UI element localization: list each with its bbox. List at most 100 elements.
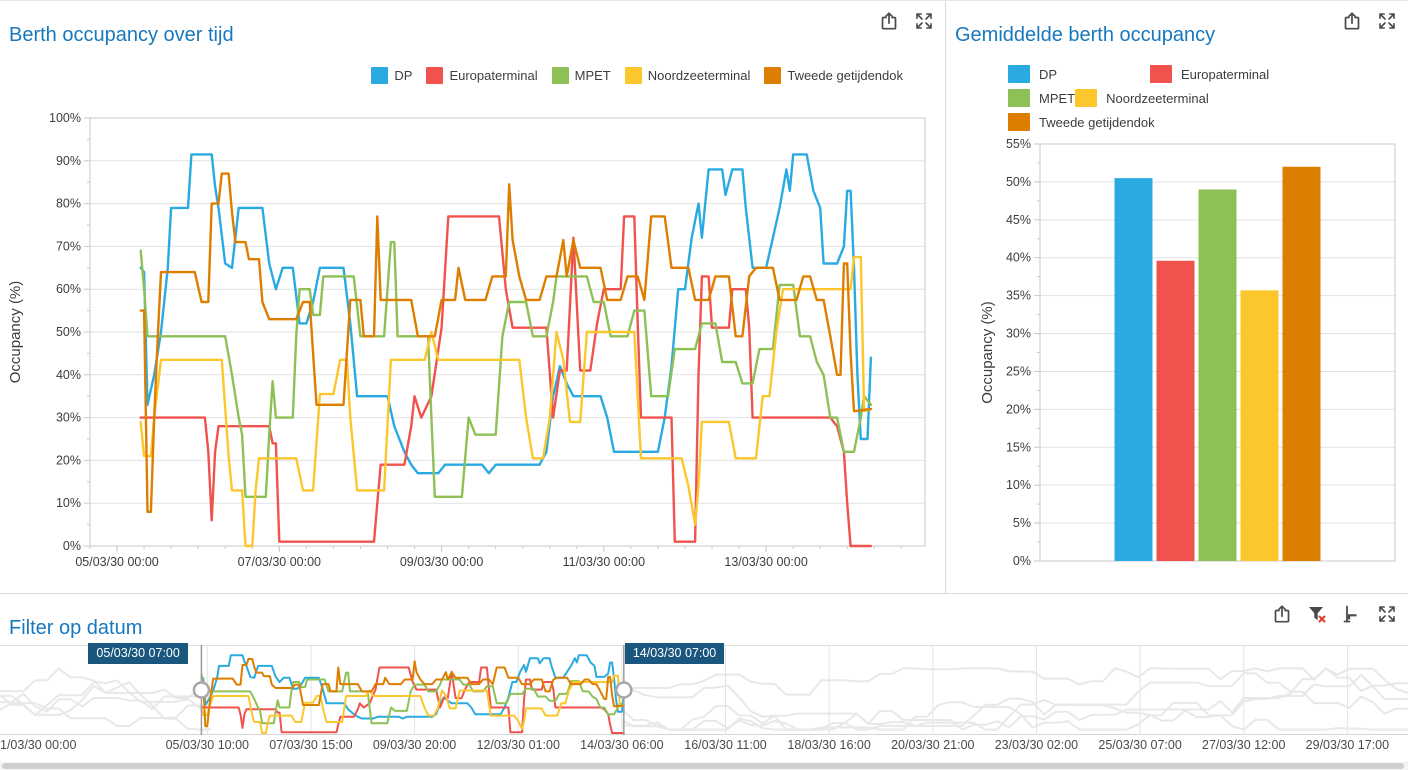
- page-title-filter: Filter op datum: [9, 616, 143, 639]
- legend-item-mpet[interactable]: MPET: [551, 67, 611, 84]
- filter-axis-tick-label: 27/03/30 12:00: [1202, 738, 1286, 752]
- svg-text:80%: 80%: [56, 197, 81, 211]
- dimmed-series-line: [0, 702, 212, 727]
- series-line-dp: [139, 153, 873, 475]
- filter-axis-tick-label: 18/03/30 16:00: [787, 738, 871, 752]
- dimmed-series-line: [621, 672, 1408, 731]
- maximize-icon[interactable]: [913, 10, 935, 32]
- filter-axis-tick-label: 1/03/30 00:00: [0, 738, 77, 752]
- filter-axis-tick-label: 12/03/30 01:00: [476, 738, 560, 752]
- dimmed-series-line: [0, 692, 212, 713]
- svg-text:0%: 0%: [63, 539, 81, 553]
- legend-item-dp[interactable]: DP: [1008, 65, 1150, 83]
- export-icon[interactable]: [1341, 10, 1363, 32]
- filter-start-date-badge: 05/03/30 07:00: [88, 643, 188, 664]
- legend-label: Europaterminal: [449, 68, 538, 83]
- panel-header: Gemiddelde berth occupancy: [946, 1, 1408, 46]
- filter-series-line-noordzeeterminal: [200, 674, 625, 734]
- legend-item-noordzeeterminal[interactable]: Noordzeeterminal: [1075, 89, 1217, 107]
- filter-axis-tick-label: 25/03/30 07:00: [1098, 738, 1182, 752]
- filter-series-line-tweede-getijdendok: [200, 658, 625, 728]
- filter-axis-tick-label: 20/03/30 21:00: [891, 738, 975, 752]
- legend-swatch: [551, 67, 569, 84]
- legend-swatch: [1075, 89, 1098, 107]
- svg-text:11/03/30 00:00: 11/03/30 00:00: [563, 555, 646, 569]
- bar-chart-y-axis-label: Occupancy (%): [979, 301, 996, 404]
- svg-text:25%: 25%: [1006, 364, 1031, 378]
- svg-text:10%: 10%: [56, 496, 81, 510]
- bar-europaterminal: [1156, 260, 1195, 561]
- svg-text:5%: 5%: [1013, 516, 1031, 530]
- legend-label: Noordzeeterminal: [1106, 90, 1209, 106]
- svg-text:20%: 20%: [1006, 402, 1031, 416]
- legend-swatch: [1008, 89, 1030, 107]
- svg-text:30%: 30%: [1006, 327, 1031, 341]
- dimmed-series-line: [621, 667, 1408, 702]
- panel-toolbar: [1341, 10, 1398, 32]
- legend-item-mpet[interactable]: MPET: [1008, 89, 1075, 107]
- export-icon[interactable]: [1271, 603, 1293, 625]
- selection-start-handle[interactable]: [192, 681, 211, 699]
- selection-window[interactable]: [201, 645, 623, 735]
- date-filter-minichart[interactable]: [0, 645, 1408, 736]
- clear-filter-icon[interactable]: [1306, 603, 1328, 625]
- panel-header: Filter op datum: [0, 594, 1408, 639]
- legend-item-europaterminal[interactable]: Europaterminal: [1150, 65, 1308, 83]
- legend-item-tweede-getijdendok[interactable]: Tweede getijdendok: [764, 67, 903, 84]
- series-line-mpet: [139, 240, 873, 498]
- svg-text:50%: 50%: [1006, 175, 1031, 189]
- svg-text:70%: 70%: [56, 239, 81, 253]
- panel-toolbar: [878, 10, 935, 32]
- maximize-icon[interactable]: [1376, 603, 1398, 625]
- bar-chart: 0% 5% 10% 15% 20% 25% 30% 35% 40% 45% 50% 55% Occupa…: [979, 137, 1396, 568]
- export-icon[interactable]: [878, 10, 900, 32]
- legend-swatch: [426, 67, 444, 84]
- svg-text:100%: 100%: [49, 111, 81, 125]
- bar-mpet: [1198, 189, 1237, 561]
- svg-text:55%: 55%: [1006, 137, 1031, 151]
- filter-time-axis: 1/03/30 00:00 05/03/30 10:00 07/03/30 15:0…: [0, 738, 1408, 756]
- legend-label: MPET: [1039, 90, 1076, 106]
- page-title-line-chart: Berth occupancy over tijd: [9, 23, 234, 46]
- svg-text:05/03/30 00:00: 05/03/30 00:00: [75, 555, 158, 569]
- svg-text:45%: 45%: [1006, 213, 1031, 227]
- page-title-bar-chart: Gemiddelde berth occupancy: [955, 23, 1216, 46]
- legend-item-dp[interactable]: DP: [371, 67, 412, 84]
- svg-text:13/03/30 00:00: 13/03/30 00:00: [724, 555, 807, 569]
- legend-label: Noordzeeterminal: [647, 68, 751, 83]
- line-chart-legend: DP Europaterminal MPET Noordzeeterminal Twee…: [371, 67, 903, 84]
- scrollbar-thumb[interactable]: [2, 763, 1404, 769]
- svg-text:0%: 0%: [1013, 554, 1031, 568]
- legend-item-tweede-getijdendok[interactable]: Tweede getijdendok: [1008, 113, 1166, 131]
- bar-noordzeeterminal: [1240, 290, 1279, 561]
- svg-text:30%: 30%: [56, 411, 81, 425]
- panel-header: Berth occupancy over tijd: [0, 1, 945, 46]
- series-line-europaterminal: [139, 215, 873, 548]
- panel-date-filter: Filter op datum 05/03/30 07:00 14/03/30 …: [0, 593, 1408, 770]
- dimmed-series-line: [621, 667, 1408, 731]
- filter-series-line-mpet: [200, 671, 625, 725]
- legend-item-noordzeeterminal[interactable]: Noordzeeterminal: [624, 67, 751, 84]
- dimmed-series-line: [0, 679, 212, 717]
- filter-axis-tick-label: 16/03/30 11:00: [684, 738, 767, 752]
- bar-chart-legend: DP Europaterminal MPET Noordzeeterminal Twee…: [1008, 65, 1368, 131]
- bar-tweede-getijdendok: [1282, 166, 1321, 561]
- line-chart: 0% 10% 20% 30% 40% 50% 60% 70% 80% 90% 100% 05/03/3…: [7, 111, 926, 569]
- legend-label: Europaterminal: [1181, 66, 1270, 82]
- selection-end-handle[interactable]: [615, 681, 633, 699]
- svg-text:09/03/30 00:00: 09/03/30 00:00: [400, 555, 483, 569]
- legend-label: DP: [1039, 66, 1058, 82]
- flag-icon[interactable]: [1341, 603, 1363, 625]
- dimmed-series-line: [621, 698, 1408, 731]
- legend-swatch: [1008, 113, 1030, 131]
- legend-swatch: [371, 67, 389, 84]
- legend-item-europaterminal[interactable]: Europaterminal: [426, 67, 538, 84]
- horizontal-scrollbar[interactable]: [0, 762, 1408, 770]
- legend-label: Tweede getijdendok: [1039, 114, 1155, 130]
- svg-text:07/03/30 00:00: 07/03/30 00:00: [238, 555, 321, 569]
- maximize-icon[interactable]: [1376, 10, 1398, 32]
- panel-average-berth-occupancy: Gemiddelde berth occupancy DP Europatermi…: [946, 1, 1408, 593]
- svg-text:35%: 35%: [1006, 289, 1031, 303]
- filter-axis-tick-label: 29/03/30 17:00: [1305, 738, 1390, 752]
